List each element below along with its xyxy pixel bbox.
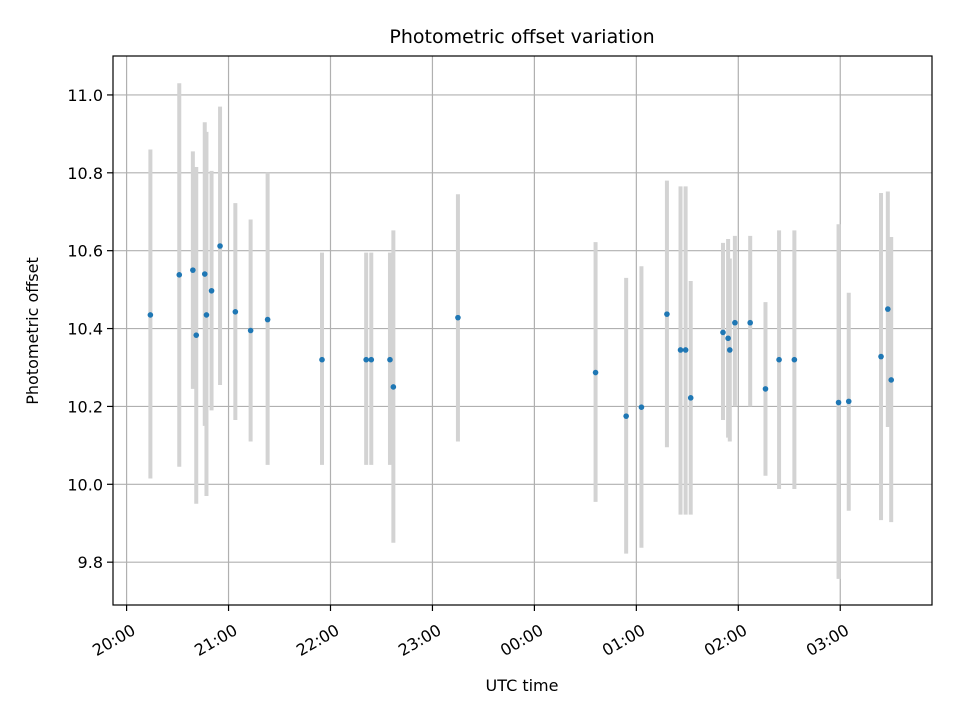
- data-point: [217, 243, 223, 249]
- data-point: [845, 398, 852, 405]
- data-point: [835, 399, 842, 406]
- data-point: [888, 377, 895, 383]
- data-point: [203, 312, 210, 318]
- data-point: [747, 319, 753, 326]
- data-point: [592, 369, 599, 376]
- data-point: [664, 311, 670, 317]
- data-point: [885, 306, 891, 312]
- y-tick-label: 10.4: [67, 320, 103, 339]
- data-point: [682, 347, 689, 353]
- data-point: [623, 413, 629, 419]
- data-point: [368, 356, 375, 363]
- data-point: [264, 316, 271, 323]
- data-point: [455, 314, 461, 321]
- data-point: [176, 272, 183, 278]
- y-tick-label: 10.0: [67, 475, 103, 494]
- data-point: [147, 312, 154, 318]
- data-point: [732, 319, 738, 326]
- data-point: [387, 356, 393, 363]
- y-axis-label: Photometric offset: [23, 257, 42, 405]
- data-point: [725, 335, 731, 342]
- data-point: [791, 356, 798, 363]
- data-point: [677, 347, 684, 353]
- data-point: [208, 287, 215, 294]
- data-point: [720, 329, 726, 336]
- data-point: [878, 353, 884, 360]
- y-tick-label: 10.2: [67, 397, 103, 416]
- y-tick-label: 10.6: [67, 242, 103, 261]
- y-tick-label: 10.8: [67, 164, 103, 183]
- data-point: [201, 271, 208, 277]
- x-axis-label: UTC time: [486, 676, 559, 695]
- data-point: [190, 267, 196, 273]
- data-point: [762, 386, 769, 392]
- plot-frame: [112, 55, 933, 606]
- data-point: [390, 384, 397, 390]
- data-point: [776, 356, 782, 363]
- data-point: [726, 347, 733, 353]
- data-point: [638, 404, 645, 411]
- y-tick-label: 9.8: [78, 553, 103, 572]
- data-point: [363, 356, 369, 363]
- data-point: [193, 332, 200, 338]
- data-point: [232, 309, 239, 315]
- y-tick-label: 11.0: [67, 86, 103, 105]
- chart-title: Photometric offset variation: [389, 26, 654, 48]
- data-points: [147, 243, 895, 419]
- data-point: [687, 395, 694, 401]
- data-point: [247, 327, 254, 334]
- data-point: [319, 356, 325, 363]
